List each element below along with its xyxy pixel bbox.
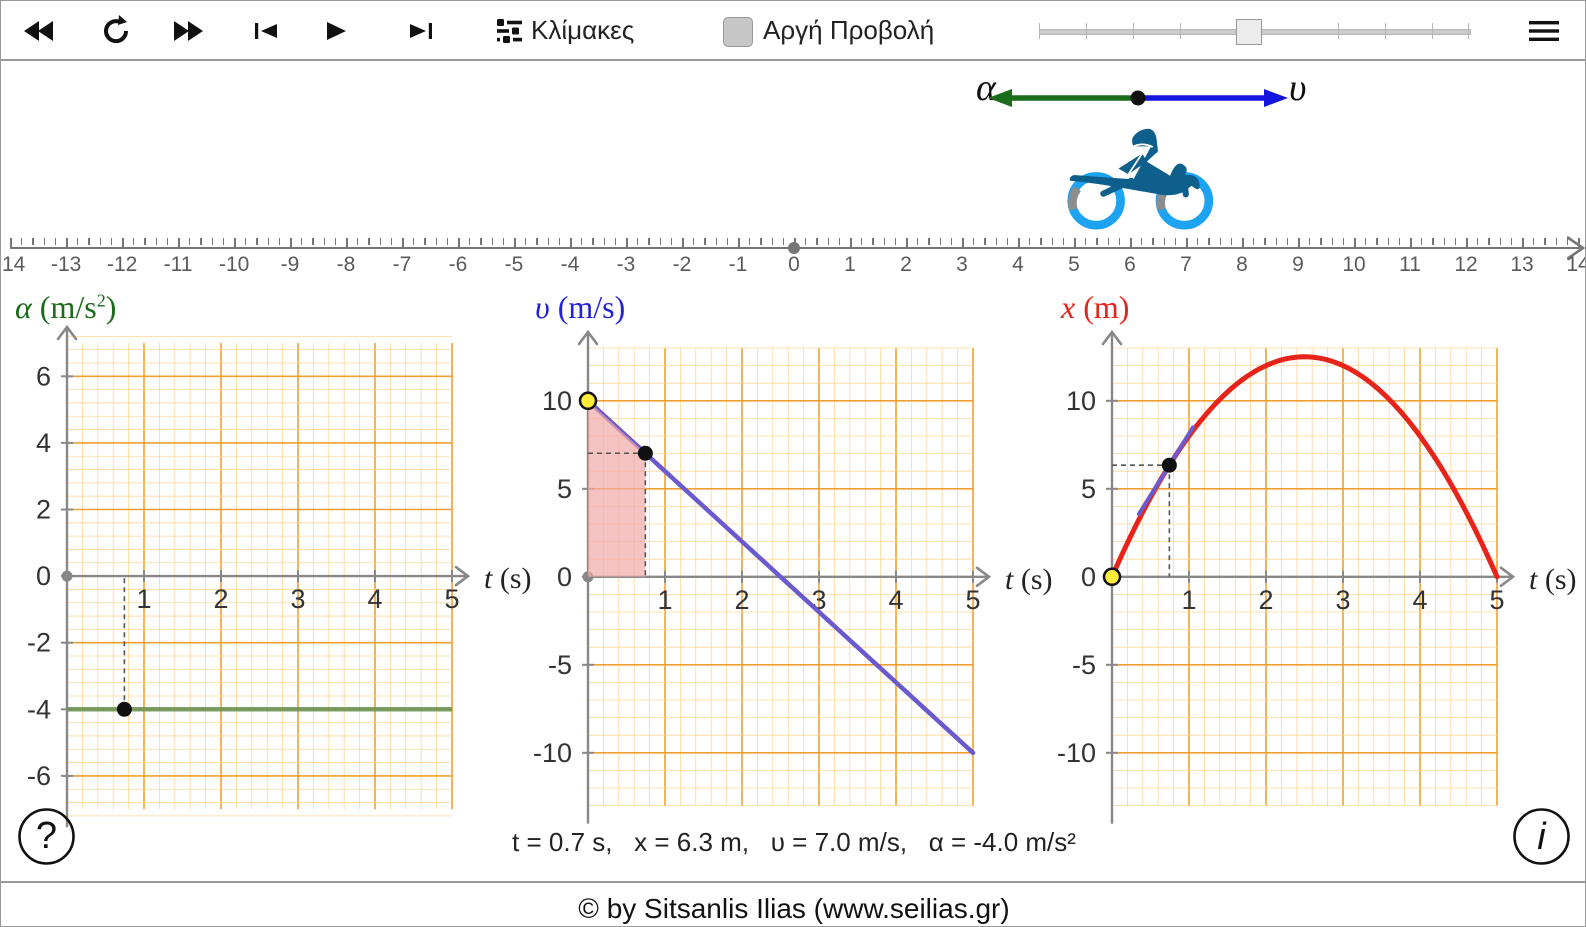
svg-text:5: 5 xyxy=(1489,584,1504,614)
svg-text:0: 0 xyxy=(1081,561,1096,591)
svg-text:?: ? xyxy=(36,815,57,857)
svg-text:t (s): t (s) xyxy=(484,562,532,595)
svg-text:i: i xyxy=(1537,816,1547,858)
svg-text:10: 10 xyxy=(1066,385,1096,415)
svg-text:-5: -5 xyxy=(548,649,572,679)
svg-text:-10: -10 xyxy=(533,737,572,767)
svg-text:1: 1 xyxy=(1181,584,1196,614)
svg-text:-10: -10 xyxy=(1057,737,1096,767)
svg-text:1: 1 xyxy=(136,584,151,614)
svg-text:10: 10 xyxy=(542,385,572,415)
svg-text:2: 2 xyxy=(213,584,228,614)
svg-text:0: 0 xyxy=(36,561,51,591)
svg-text:t (s): t (s) xyxy=(1005,562,1053,595)
svg-text:-2: -2 xyxy=(27,628,51,658)
svg-text:4: 4 xyxy=(36,428,51,458)
svg-text:-6: -6 xyxy=(27,761,51,791)
svg-text:2: 2 xyxy=(1258,584,1273,614)
svg-text:3: 3 xyxy=(1335,584,1350,614)
svg-text:5: 5 xyxy=(1081,473,1096,503)
svg-text:3: 3 xyxy=(290,584,305,614)
svg-text:-5: -5 xyxy=(1072,649,1096,679)
svg-text:5: 5 xyxy=(965,584,980,614)
svg-text:4: 4 xyxy=(888,584,903,614)
svg-text:-4: -4 xyxy=(27,695,51,725)
svg-text:1: 1 xyxy=(657,584,672,614)
svg-text:4: 4 xyxy=(1412,584,1427,614)
svg-text:4: 4 xyxy=(367,584,382,614)
svg-text:5: 5 xyxy=(557,473,572,503)
svg-text:2: 2 xyxy=(734,584,749,614)
svg-text:t (s): t (s) xyxy=(1529,562,1577,595)
svg-text:6: 6 xyxy=(36,362,51,392)
svg-text:0: 0 xyxy=(557,561,572,591)
svg-text:5: 5 xyxy=(444,584,459,614)
svg-text:2: 2 xyxy=(36,495,51,525)
